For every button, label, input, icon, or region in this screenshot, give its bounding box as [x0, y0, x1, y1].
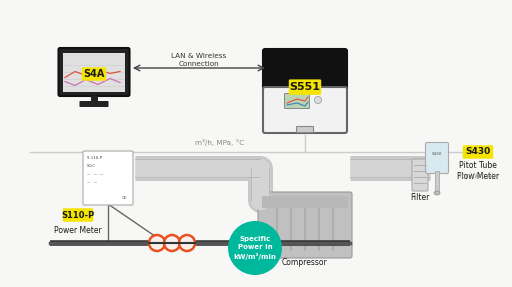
Circle shape [228, 221, 282, 275]
Text: Compressor: Compressor [282, 258, 328, 267]
Bar [435, 171, 439, 193]
Text: Specific
Power in
kW/m³/min: Specific Power in kW/m³/min [233, 236, 276, 260]
Circle shape [314, 96, 322, 104]
FancyBboxPatch shape [296, 127, 313, 133]
FancyBboxPatch shape [82, 67, 106, 81]
Text: CE: CE [121, 196, 127, 200]
FancyBboxPatch shape [79, 101, 109, 107]
FancyBboxPatch shape [83, 151, 133, 205]
Text: —  —: — — [87, 180, 97, 184]
FancyBboxPatch shape [463, 145, 493, 159]
Text: S430: S430 [432, 152, 442, 156]
FancyBboxPatch shape [263, 87, 347, 133]
FancyBboxPatch shape [58, 48, 130, 96]
Text: LAN & Wireless
Connection: LAN & Wireless Connection [172, 53, 227, 67]
Text: Filter: Filter [410, 193, 430, 202]
FancyBboxPatch shape [412, 159, 428, 191]
FancyBboxPatch shape [285, 94, 309, 108]
Text: for Wet Air: for Wet Air [459, 173, 497, 179]
Ellipse shape [434, 191, 440, 195]
Circle shape [149, 235, 165, 251]
FancyBboxPatch shape [263, 49, 347, 91]
FancyBboxPatch shape [289, 79, 321, 95]
Text: Pitot Tube
Flow Meter: Pitot Tube Flow Meter [457, 161, 499, 181]
Text: S4A: S4A [83, 69, 104, 79]
Circle shape [179, 235, 195, 251]
Text: SCiC: SCiC [87, 164, 96, 168]
FancyBboxPatch shape [262, 196, 348, 208]
Text: S 110-P: S 110-P [87, 156, 102, 160]
Text: Power Meter: Power Meter [54, 226, 102, 235]
Text: S551: S551 [289, 82, 321, 92]
Text: m³/h, MPa, °C: m³/h, MPa, °C [196, 139, 245, 146]
Text: S110-P: S110-P [61, 210, 95, 220]
FancyBboxPatch shape [63, 208, 93, 222]
Text: —  —  —: — — — [87, 172, 103, 176]
Text: S430: S430 [465, 148, 490, 156]
FancyBboxPatch shape [63, 53, 125, 92]
Circle shape [164, 235, 180, 251]
FancyBboxPatch shape [258, 192, 352, 258]
FancyBboxPatch shape [425, 143, 449, 174]
